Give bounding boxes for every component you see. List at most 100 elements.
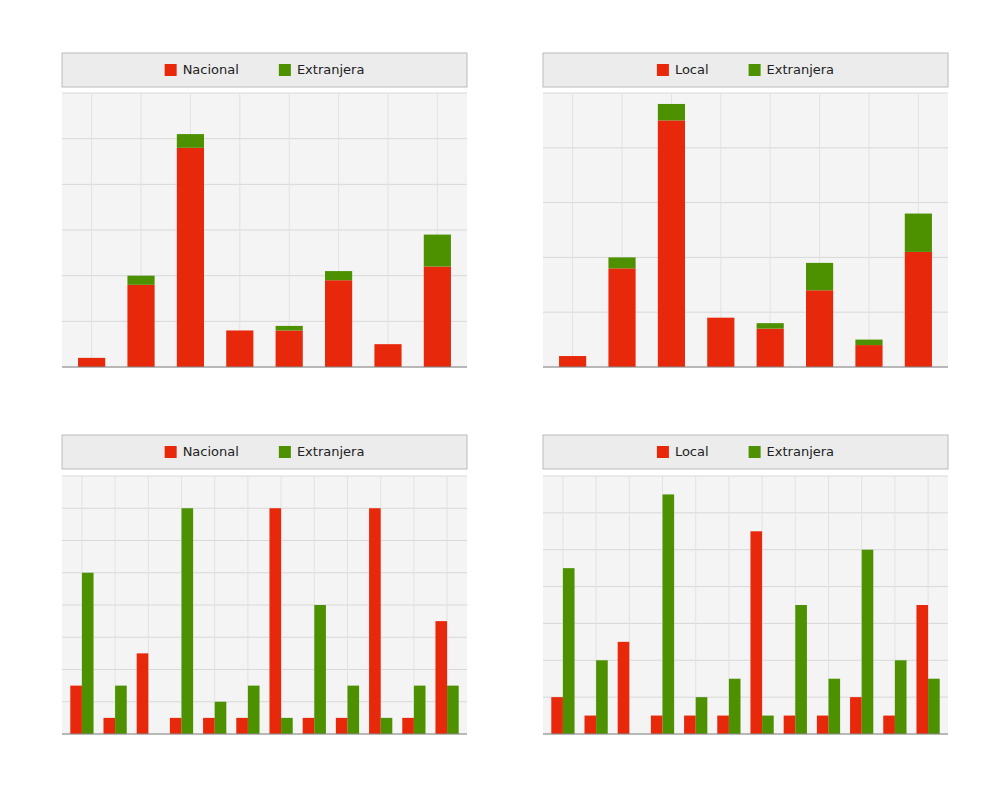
bar	[762, 716, 774, 734]
bar-segment	[608, 268, 635, 367]
bar-segment	[78, 358, 105, 367]
legend: Nacional Extranjera	[62, 435, 467, 469]
chart: NacionalExtranjera	[62, 53, 467, 367]
bar-segment	[127, 285, 154, 367]
bar-segment	[78, 357, 105, 358]
figure: NacionalExtranjeraLocalExtranjeraNaciona…	[0, 0, 1000, 806]
bar	[182, 508, 194, 734]
bar	[70, 686, 82, 734]
bar	[584, 716, 596, 734]
bar-segment	[127, 276, 154, 285]
bar-segment	[325, 280, 352, 367]
legend-item: Extranjera	[749, 444, 834, 459]
bar	[895, 660, 907, 734]
x-grid-line	[239, 93, 240, 367]
chart: Local Extranjera	[543, 435, 948, 734]
legend-label: Extranjera	[767, 62, 834, 77]
bar-segment	[226, 330, 253, 367]
bar	[928, 679, 940, 734]
bar	[248, 686, 260, 734]
y-grid-line	[543, 476, 948, 477]
bar	[203, 718, 215, 734]
legend-item: Nacional	[165, 62, 239, 77]
legend-swatch	[749, 446, 761, 458]
bar	[551, 697, 563, 734]
legend-label: Nacional	[183, 62, 239, 77]
legend: Local Extranjera	[543, 435, 948, 469]
y-grid-line	[62, 184, 467, 185]
bar	[103, 718, 115, 734]
bar	[336, 718, 348, 734]
bar	[663, 494, 675, 734]
y-grid-line	[62, 669, 467, 670]
bar-segment	[424, 267, 451, 367]
y-grid-line	[543, 93, 948, 94]
legend-item: Local	[657, 62, 709, 77]
plot-area	[62, 476, 467, 734]
bar	[170, 718, 182, 734]
bar-segment	[757, 329, 784, 367]
bars	[559, 104, 932, 367]
grid	[62, 476, 467, 734]
plot-area	[543, 93, 948, 367]
bar	[862, 550, 874, 734]
bar-segment	[276, 326, 303, 331]
bar	[618, 642, 630, 734]
bars	[78, 134, 451, 367]
bar	[303, 718, 315, 734]
y-grid-line	[543, 367, 948, 368]
chart: Local Extranjera	[543, 53, 948, 367]
bar-segment	[559, 356, 586, 367]
legend-swatch	[657, 64, 669, 76]
bar	[314, 605, 326, 734]
y-grid-line	[543, 512, 948, 513]
bar	[696, 697, 708, 734]
grid	[543, 93, 948, 367]
y-grid-line	[62, 476, 467, 477]
legend-label: Local	[675, 444, 709, 459]
bar	[750, 531, 762, 734]
y-grid-line	[543, 202, 948, 203]
x-axis-line	[543, 367, 948, 368]
legend-label: Extranjera	[767, 444, 834, 459]
bar	[369, 508, 381, 734]
bar	[381, 718, 393, 734]
bar	[215, 702, 227, 734]
bar-segment	[177, 148, 204, 367]
bar-segment	[905, 252, 932, 367]
legend-swatch	[279, 64, 291, 76]
x-axis-line	[543, 734, 948, 735]
bar	[795, 605, 807, 734]
grid	[543, 476, 948, 734]
legend-label: Local	[675, 62, 709, 77]
x-grid-line	[214, 476, 215, 734]
y-grid-line	[62, 572, 467, 573]
bar	[402, 718, 414, 734]
legend-label: Extranjera	[297, 444, 364, 459]
bar-segment	[424, 235, 451, 267]
legend: NacionalExtranjera	[62, 53, 467, 87]
bar	[447, 686, 459, 734]
y-grid-line	[62, 508, 467, 509]
y-grid-line	[543, 586, 948, 587]
y-grid-line	[62, 734, 467, 735]
bar-segment	[177, 134, 204, 148]
bar	[916, 605, 928, 734]
legend-item: Nacional	[165, 444, 239, 459]
bar	[596, 660, 608, 734]
legend: Local Extranjera	[543, 53, 948, 87]
y-grid-line	[543, 147, 948, 148]
y-grid-line	[62, 275, 467, 276]
bar	[137, 653, 149, 734]
legend-item: Extranjera	[279, 444, 364, 459]
x-grid-line	[572, 93, 573, 367]
bar	[883, 716, 895, 734]
bar	[414, 686, 426, 734]
legend-box	[543, 435, 948, 469]
bar-segment	[707, 317, 734, 318]
bar-segment	[276, 330, 303, 367]
bar	[347, 686, 359, 734]
bar-segment	[905, 214, 932, 252]
y-grid-line	[543, 312, 948, 313]
bar	[717, 716, 729, 734]
